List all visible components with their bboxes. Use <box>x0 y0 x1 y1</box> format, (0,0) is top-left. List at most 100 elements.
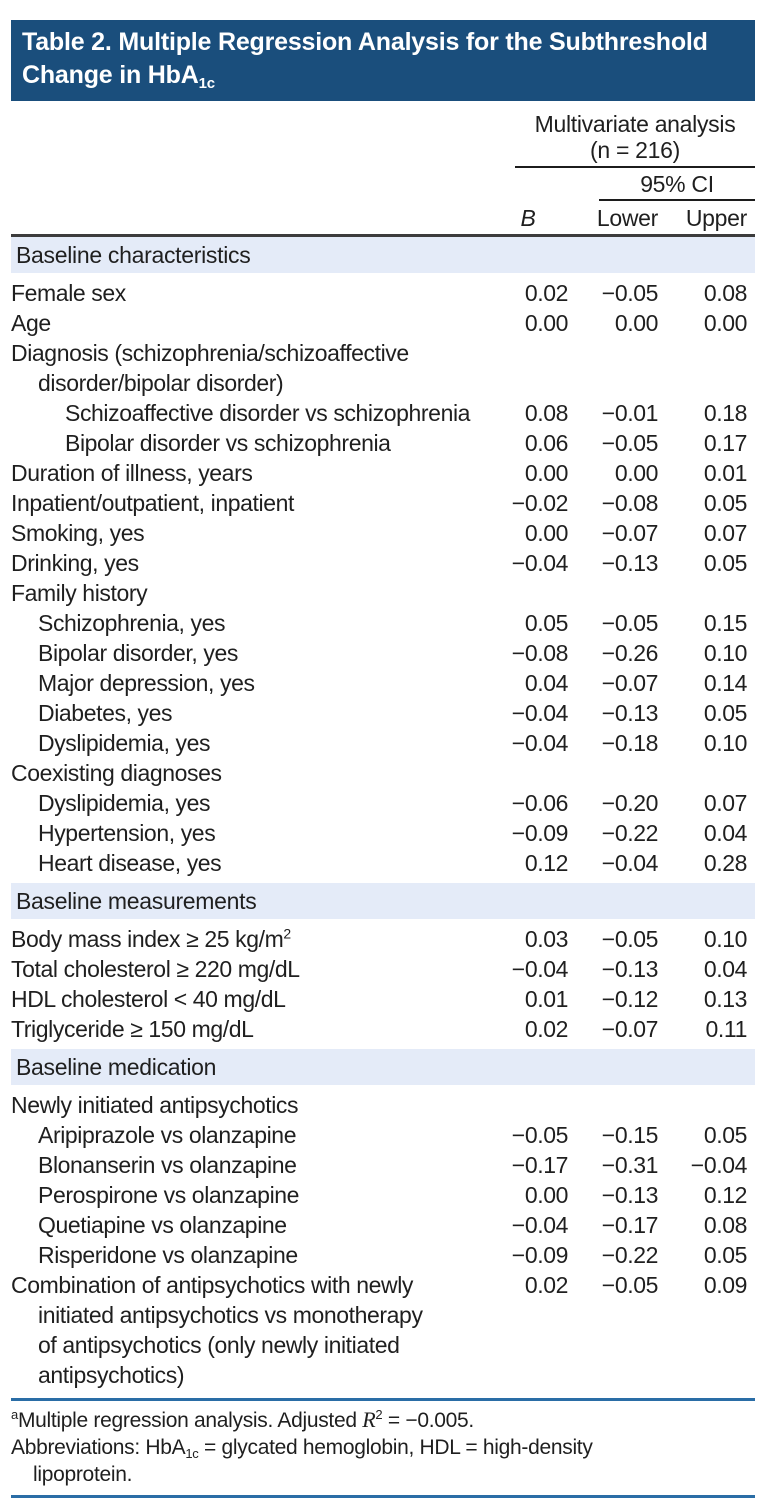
cell-upper: 0.10 <box>703 730 748 756</box>
row-label: Body mass index ≥ 25 kg/m2 <box>11 925 291 952</box>
section-row: Baseline measurements <box>11 883 755 919</box>
cell-b: −0.09 <box>511 820 569 846</box>
cell-upper: 0.00 <box>703 310 748 336</box>
cell-lower <box>568 1300 658 1330</box>
column-label-b: B <box>520 205 536 231</box>
footnote-top-rule <box>11 1398 755 1401</box>
cell-lower <box>568 758 658 788</box>
table-row: Heart disease, yes 0.12 −0.04 0.28 <box>11 848 755 878</box>
title-subscript: 1c <box>198 75 216 92</box>
cell-upper: 0.05 <box>703 490 748 516</box>
cell-upper <box>658 1090 747 1120</box>
cell-lower <box>568 1360 658 1390</box>
cell-b: 0.06 <box>524 430 569 456</box>
cell-lower: −0.13 <box>601 550 659 576</box>
row-label: Diabetes, yes <box>38 700 173 726</box>
table-body: Baseline characteristics Female sex 0.02 −0… <box>11 237 755 1390</box>
cell-upper: 0.14 <box>703 670 748 696</box>
multivariate-group-header: Multivariate analysis (n = 216) <box>515 111 755 168</box>
column-label-lower: Lower <box>596 205 658 231</box>
label-superscript: 2 <box>283 925 291 942</box>
cell-lower: −0.05 <box>601 926 659 952</box>
cell-upper: 0.18 <box>703 400 748 426</box>
cell-upper: 0.07 <box>703 520 748 546</box>
cell-b: 0.05 <box>524 610 569 636</box>
header-rule <box>11 234 755 237</box>
cell-lower: −0.04 <box>601 850 659 876</box>
cell-b: 0.00 <box>524 520 569 546</box>
section-label: Baseline characteristics <box>16 242 251 268</box>
table-row: Combination of antipsychotics with newly… <box>11 1270 755 1300</box>
table-row: Schizophrenia, yes 0.05 −0.05 0.15 <box>11 608 755 638</box>
row-label: Schizoaffective disorder vs schizophreni… <box>65 400 471 426</box>
cell-upper: 0.01 <box>703 460 748 486</box>
footnote-a: aMultiple regression analysis. Adjusted … <box>11 1407 474 1432</box>
cell-upper: 0.04 <box>703 956 748 982</box>
cell-b: 0.03 <box>524 926 569 952</box>
table-row: Blonanserin vs olanzapine −0.17 −0.31 −0.04 <box>11 1150 755 1180</box>
cell-b: −0.04 <box>511 956 569 982</box>
row-label: Duration of illness, years <box>11 460 253 486</box>
cell-b: −0.04 <box>511 700 569 726</box>
row-label: disorder/bipolar disorder) <box>38 370 284 396</box>
cell-upper <box>658 368 747 398</box>
cell-b <box>488 1330 568 1360</box>
section-label: Baseline measurements <box>16 888 257 914</box>
table-row: initiated antipsychotics vs monotherapy <box>11 1300 755 1330</box>
table-row: Age 0.00 0.00 0.00 <box>11 308 755 338</box>
cell-lower: −0.12 <box>601 986 659 1012</box>
group-label: Multivariate analysis <box>534 111 736 137</box>
footnote-a-marker: a <box>11 1407 18 1422</box>
cell-b <box>488 578 568 608</box>
row-label: Schizophrenia, yes <box>38 610 226 636</box>
table-row: Newly initiated antipsychotics <box>11 1090 755 1120</box>
cell-b <box>488 368 568 398</box>
column-header-area: Multivariate analysis (n = 216) 95% CI B… <box>11 111 755 237</box>
hba1c-subscript: 1c <box>185 1446 199 1461</box>
cell-upper: 0.11 <box>705 1016 748 1042</box>
row-label: Perospirone vs olanzapine <box>38 1182 300 1208</box>
cell-lower: −0.13 <box>601 956 659 982</box>
section-row: Baseline characteristics <box>11 237 755 273</box>
cell-b: −0.02 <box>511 490 569 516</box>
cell-b: −0.04 <box>511 550 569 576</box>
cell-lower: −0.05 <box>601 430 659 456</box>
group-n: (n = 216) <box>590 137 680 163</box>
table-row: Hypertension, yes −0.09 −0.22 0.04 <box>11 818 755 848</box>
cell-lower: −0.05 <box>601 1272 659 1298</box>
row-label: Female sex <box>11 280 126 306</box>
row-label: Smoking, yes <box>11 520 145 546</box>
row-label: Blonanserin vs olanzapine <box>38 1152 297 1178</box>
cell-lower: −0.07 <box>601 670 659 696</box>
column-labels-row: B Lower Upper <box>11 204 755 232</box>
cell-upper: 0.04 <box>703 820 748 846</box>
cell-lower <box>568 1330 658 1360</box>
cell-b <box>488 758 568 788</box>
row-label: Bipolar disorder vs schizophrenia <box>65 430 391 456</box>
cell-b: 0.00 <box>524 460 569 486</box>
cell-b <box>488 1090 568 1120</box>
cell-upper: 0.07 <box>703 790 748 816</box>
row-label: Dyslipidemia, yes <box>38 730 211 756</box>
cell-lower <box>568 578 658 608</box>
cell-lower: −0.08 <box>601 490 659 516</box>
table-row: Family history <box>11 578 755 608</box>
cell-upper <box>658 1300 747 1330</box>
table-row: Bipolar disorder vs schizophrenia 0.06 −0.… <box>11 428 755 458</box>
cell-lower: −0.22 <box>601 1242 659 1268</box>
cell-lower <box>568 1090 658 1120</box>
table-row: of antipsychotics (only newly initiated <box>11 1330 755 1360</box>
table-row: Duration of illness, years 0.00 0.00 0.01 <box>11 458 755 488</box>
table-row: HDL cholesterol < 40 mg/dL 0.01 −0.12 0.13 <box>11 984 755 1014</box>
cell-lower: −0.05 <box>601 610 659 636</box>
row-label: Age <box>11 310 51 336</box>
cell-upper: 0.05 <box>703 700 748 726</box>
table-row: Inpatient/outpatient, inpatient −0.02 −0.0… <box>11 488 755 518</box>
cell-lower: −0.20 <box>601 790 659 816</box>
table-title-banner: Table 2. Multiple Regression Analysis fo… <box>11 20 755 101</box>
table-row: Schizoaffective disorder vs schizophreni… <box>11 398 755 428</box>
row-label: Quetiapine vs olanzapine <box>38 1212 287 1238</box>
table-row: disorder/bipolar disorder) <box>11 368 755 398</box>
column-label-upper: Upper <box>685 205 747 231</box>
row-label: HDL cholesterol < 40 mg/dL <box>11 986 286 1012</box>
